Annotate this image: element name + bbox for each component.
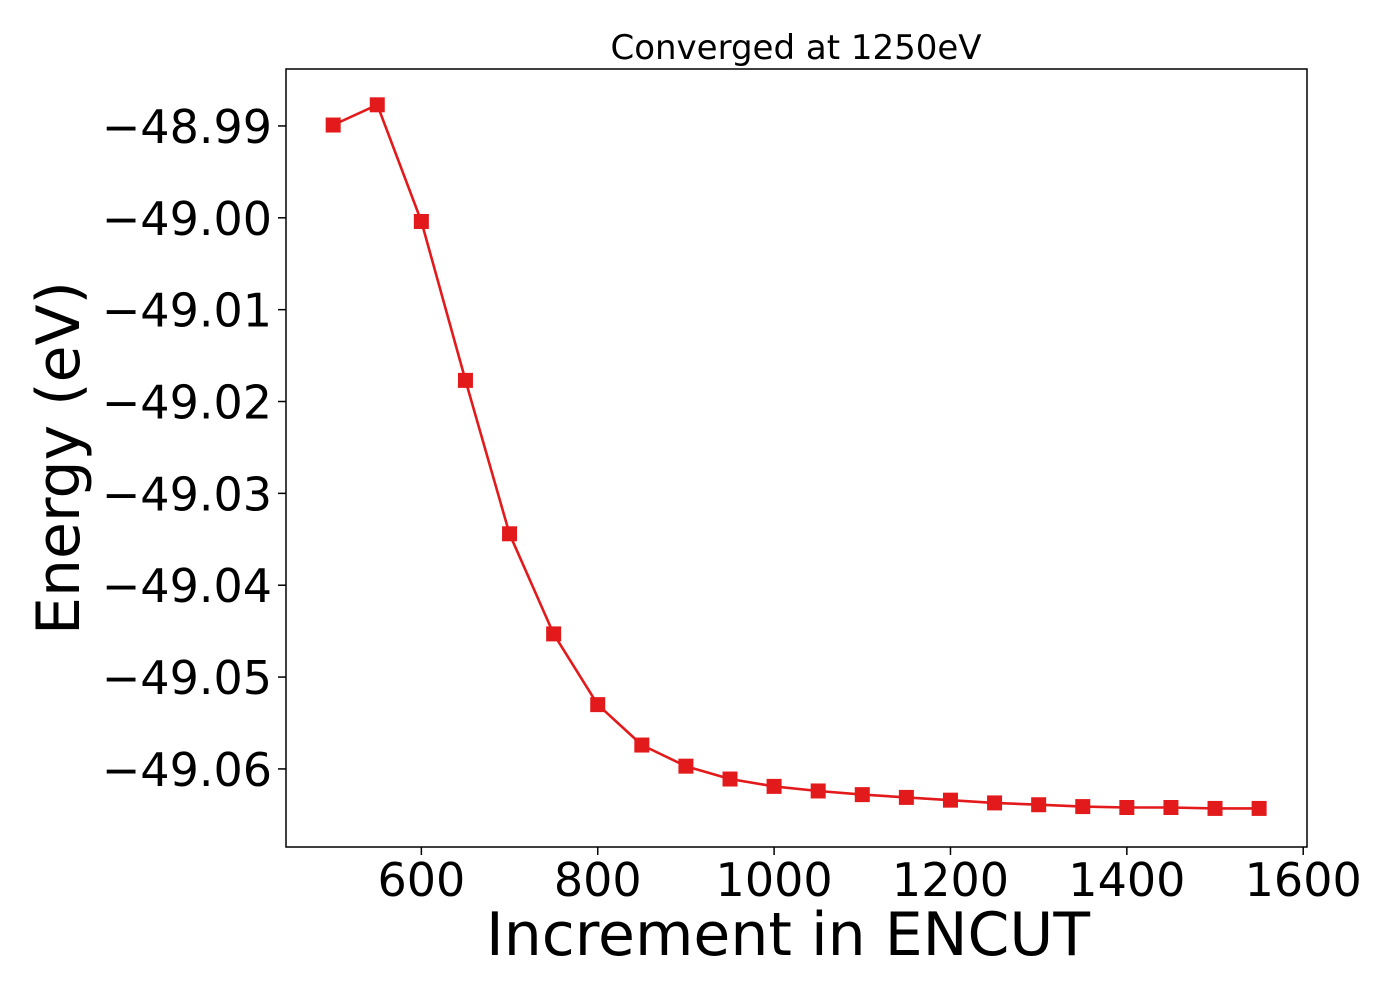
y-tick-label: −49.04: [102, 559, 272, 613]
data-point: [413, 213, 429, 229]
y-tick-label: −49.03: [102, 467, 272, 521]
data-point: [722, 771, 738, 787]
y-axis-label: Energy (eV): [24, 281, 94, 635]
data-point: [1251, 800, 1267, 816]
data-point: [1075, 799, 1091, 815]
data-point: [1207, 800, 1223, 816]
data-point: [854, 787, 870, 803]
data-point: [369, 97, 385, 113]
y-axis: −48.99 −49.00 −49.01 −49.02 −49.03 −49.04 −49.…: [102, 100, 286, 797]
x-tick-label: 600: [377, 853, 465, 907]
data-point: [1119, 800, 1135, 816]
data-point: [546, 626, 562, 642]
x-tick-label: 1200: [892, 853, 1009, 907]
data-point: [1163, 800, 1179, 816]
y-tick-label: −48.99: [102, 100, 272, 154]
chart-title: Converged at 1250eV: [610, 28, 981, 68]
plot-frame: [285, 68, 1308, 848]
data-point: [942, 792, 958, 808]
x-tick-label: 1000: [716, 853, 833, 907]
y-tick-label: −49.01: [102, 284, 272, 338]
data-point: [457, 372, 473, 388]
data-point: [590, 697, 606, 713]
x-tick-label: 800: [554, 853, 642, 907]
y-tick-label: −49.05: [102, 651, 272, 705]
data-point: [502, 526, 518, 542]
data-point: [634, 737, 650, 753]
x-axis: 600 800 1000 1200 1400 1600: [377, 847, 1362, 907]
x-axis-label: Increment in ENCUT: [486, 900, 1090, 970]
x-tick-label: 1600: [1245, 853, 1362, 907]
data-point: [1031, 797, 1047, 813]
series-line: [332, 103, 1260, 810]
y-tick-label: −49.00: [102, 192, 272, 246]
y-tick-label: −49.02: [102, 376, 272, 430]
y-tick-label: −49.06: [102, 743, 272, 797]
data-point: [898, 789, 914, 805]
x-tick-label: 1400: [1068, 853, 1185, 907]
data-point: [678, 758, 694, 774]
data-point: [987, 795, 1003, 811]
data-point: [810, 783, 826, 799]
data-layer: [325, 97, 1267, 816]
data-point: [766, 778, 782, 794]
data-point: [325, 117, 341, 133]
